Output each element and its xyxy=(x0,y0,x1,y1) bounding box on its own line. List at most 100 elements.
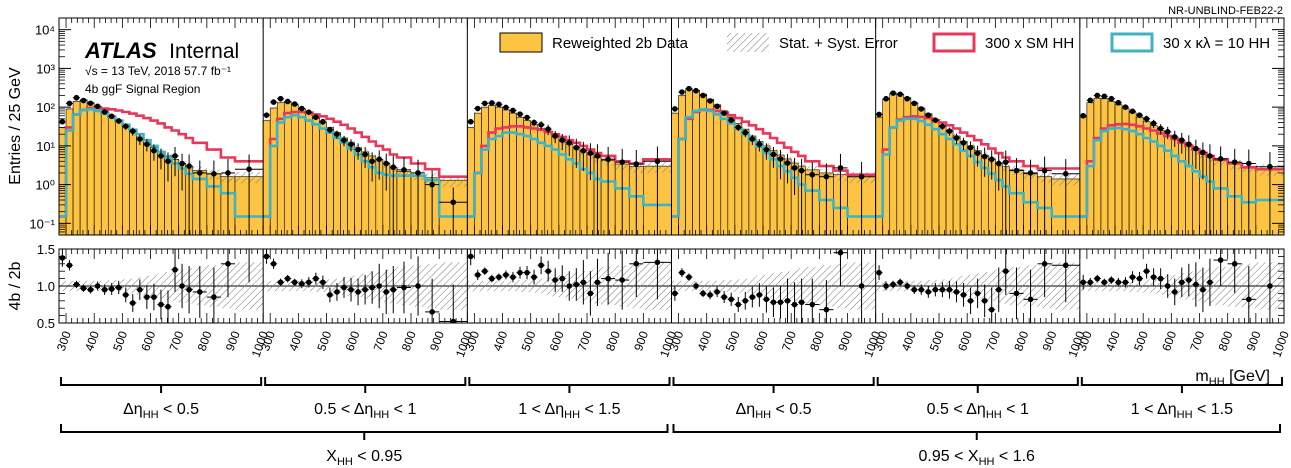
x-tick-label: 600 xyxy=(138,329,158,353)
data-point xyxy=(798,167,805,174)
panel-6 xyxy=(1079,92,1284,235)
ratio-point xyxy=(770,299,777,306)
x-tick-label: 800 xyxy=(603,329,623,353)
data-point xyxy=(1171,134,1178,140)
background-bar xyxy=(755,141,764,235)
data-point xyxy=(735,124,742,131)
data-point xyxy=(749,136,756,142)
data-point xyxy=(1027,170,1034,176)
x-tick-label: 400 xyxy=(1103,329,1123,353)
ratio-point xyxy=(1002,268,1009,275)
legend-swatch-hatch xyxy=(727,33,769,52)
data-point xyxy=(197,170,203,176)
data-point xyxy=(211,171,217,177)
background-bar xyxy=(150,147,158,235)
ratio-point xyxy=(545,268,551,275)
ratio-uncertainty-band xyxy=(263,280,271,292)
ratio-point xyxy=(320,279,326,286)
ratio-point xyxy=(108,286,115,292)
x-tick-label: 900 xyxy=(1244,329,1264,353)
ratio-point xyxy=(115,284,122,291)
data-point xyxy=(679,89,685,95)
ratio-point xyxy=(211,294,217,300)
x-axis: 300 400 500 600 700 800 900 1000 300 400 500 600 700… xyxy=(54,18,1291,359)
legend-label: Reweighted 2b Data xyxy=(552,35,689,52)
data-point xyxy=(341,137,347,144)
background-bar xyxy=(333,132,341,235)
data-point xyxy=(1041,167,1048,174)
background-bar xyxy=(699,93,708,235)
data-point xyxy=(594,153,601,159)
data-point xyxy=(876,111,882,118)
category-brackets: ΔηHH < 0.5 0.5 < ΔηHH < 1 1 < ΔηHH < 1.5 Δη… xyxy=(60,377,1283,468)
data-point xyxy=(756,141,763,148)
ratio-point xyxy=(429,309,435,315)
ratio-point xyxy=(700,290,706,297)
ratio-point xyxy=(791,301,798,308)
data-point xyxy=(66,100,73,107)
x-tick-label: 300 xyxy=(462,329,482,353)
ratio-uncertainty-band xyxy=(502,280,510,292)
ratio-point xyxy=(742,298,749,304)
data-point xyxy=(633,161,640,167)
ratio-point xyxy=(580,279,587,286)
uncertainty-band xyxy=(1107,100,1116,103)
delta-eta-label: ΔηHH < 0.5 xyxy=(123,401,199,421)
x-tick-label: 400 xyxy=(490,329,510,353)
uncertainty-band xyxy=(495,105,503,109)
data-point xyxy=(858,173,865,180)
ratio-point xyxy=(1115,279,1122,286)
delta-eta-label: 0.5 < ΔηHH < 1 xyxy=(927,401,1029,421)
ratio-uncertainty-band xyxy=(122,279,130,293)
ratio-point xyxy=(552,277,558,283)
ratio-point xyxy=(763,296,770,303)
data-point xyxy=(510,107,516,114)
ratio-uncertainty-band xyxy=(530,279,538,293)
ratio-point xyxy=(823,306,830,313)
uncertainty-band xyxy=(474,111,482,115)
ratio-point xyxy=(1171,289,1178,295)
data-point xyxy=(763,146,770,153)
legend-label: Stat. + Syst. Error xyxy=(779,35,898,52)
ratio-point xyxy=(1164,283,1171,289)
ratio-point xyxy=(348,286,354,293)
ratio-y-axis-label: 4b / 2b xyxy=(7,261,24,310)
ratio-point xyxy=(1087,279,1094,286)
data-point xyxy=(837,165,844,171)
ratio-point xyxy=(1062,262,1069,269)
data-point xyxy=(1062,171,1069,177)
ratio-point xyxy=(415,283,421,289)
x-tick-label: 800 xyxy=(1011,329,1031,353)
ratio-uncertainty-band xyxy=(734,279,742,293)
ratio-point xyxy=(1217,257,1224,263)
data-point xyxy=(429,181,435,188)
data-point xyxy=(714,103,720,110)
atlas-experiment: ATLAS xyxy=(84,38,157,63)
ratio-point xyxy=(1186,277,1192,283)
panel-5 xyxy=(875,90,1081,235)
ratio-point xyxy=(619,277,626,283)
ratio-point xyxy=(784,298,791,304)
top-y-axis-label: Entries / 25 GeV xyxy=(7,67,24,185)
data-point xyxy=(489,100,495,106)
ratio-point xyxy=(837,249,844,256)
ratio-point xyxy=(1129,274,1136,280)
background-bar xyxy=(889,93,898,235)
ratio-point xyxy=(925,289,932,295)
legend-swatch-line xyxy=(1110,32,1154,53)
ratio-point xyxy=(531,274,537,280)
uncertainty-band xyxy=(73,100,81,103)
ratio-point xyxy=(605,275,611,282)
data-point xyxy=(1080,112,1087,119)
data-point xyxy=(721,110,727,116)
ratio-point xyxy=(756,292,763,298)
ratio-point xyxy=(1013,290,1020,297)
ratio-point xyxy=(960,292,967,298)
data-point xyxy=(115,118,122,124)
uncertainty-band xyxy=(875,116,883,119)
background-bar xyxy=(291,104,299,235)
delta-eta-bracket xyxy=(876,377,1079,393)
ratio-point xyxy=(686,274,692,280)
uncertainty-band xyxy=(516,115,524,119)
delta-eta-bracket xyxy=(1080,377,1283,393)
